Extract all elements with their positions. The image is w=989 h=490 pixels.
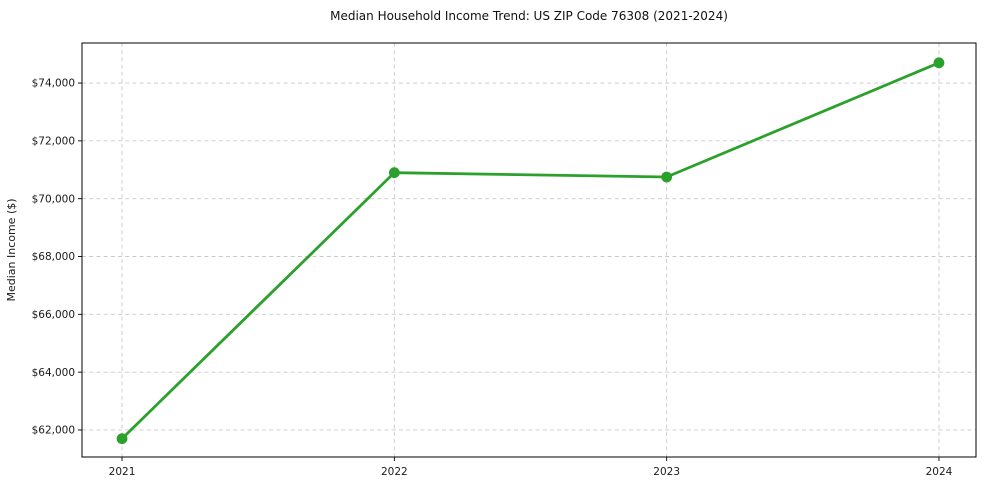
y-axis-label: Median Income ($) <box>5 198 18 301</box>
series-line <box>120 61 941 441</box>
data-point <box>388 167 400 179</box>
x-tick-label: 2023 <box>653 466 680 478</box>
x-tick-label: 2022 <box>381 466 408 478</box>
plot-border <box>81 42 977 458</box>
y-tick-label: $74,000 <box>32 78 75 90</box>
y-tick-label: $68,000 <box>32 251 75 263</box>
x-tick-label: 2024 <box>926 466 953 478</box>
y-tick-label: $72,000 <box>32 136 75 148</box>
data-point <box>116 433 128 445</box>
y-tick-label: $70,000 <box>32 193 75 205</box>
y-tick-label: $66,000 <box>32 309 75 321</box>
chart-title: Median Household Income Trend: US ZIP Co… <box>330 9 728 23</box>
data-point <box>933 57 945 69</box>
x-tick-label: 2021 <box>109 466 136 478</box>
y-tick-label: $64,000 <box>32 367 75 379</box>
data-point <box>661 171 673 183</box>
y-tick-label: $62,000 <box>32 425 75 437</box>
